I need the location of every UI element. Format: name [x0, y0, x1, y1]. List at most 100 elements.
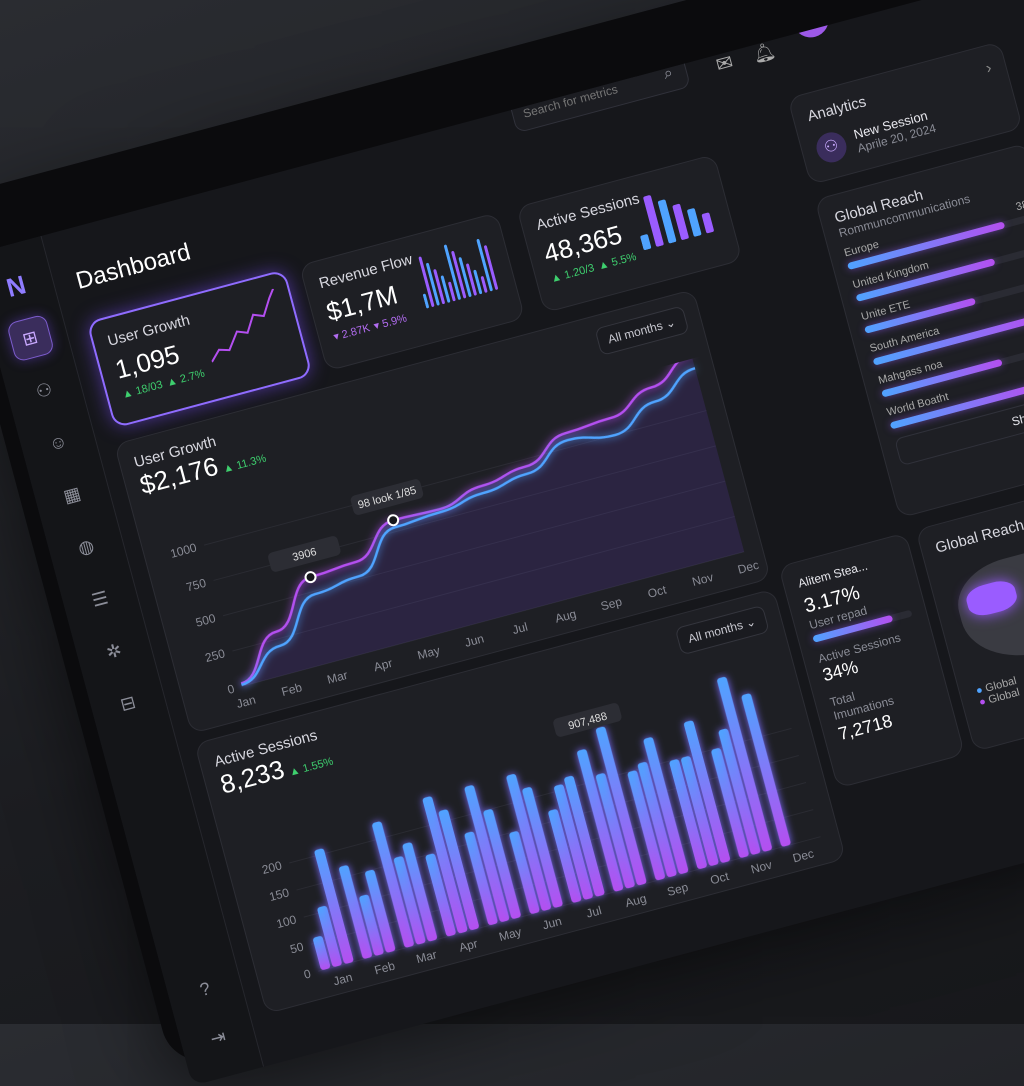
page-title: Dashboard [73, 238, 194, 295]
x-tick-label: Aug [624, 891, 648, 910]
gridline [296, 754, 799, 891]
x-tick-label: Dec [791, 846, 815, 865]
bar [506, 774, 552, 911]
x-tick-label: Jul [585, 903, 603, 920]
tooltip [350, 479, 424, 515]
x-tick-label: Nov [691, 570, 715, 589]
bar-chart: 0 50 100 150 200 Jan Feb Mar Apr May Jun Jul Aug Sep O… [260, 676, 821, 989]
users-icon[interactable]: ⚇ [33, 378, 55, 402]
calendar-icon[interactable]: ▦ [61, 482, 83, 507]
x-tick-label: Oct [646, 582, 668, 601]
x-tick-label: Sep [666, 880, 691, 899]
panel-delta: ▲ 11.3% [221, 452, 268, 476]
kpi-delta: ▾ 2.87K [332, 322, 372, 344]
x-tick-label: Apr [372, 656, 394, 674]
gridline [289, 727, 792, 864]
bar [509, 831, 540, 914]
user-icon[interactable]: ☺ [46, 430, 70, 455]
sliders-icon[interactable]: ⊟ [117, 691, 138, 715]
y-tick-label: 200 [260, 858, 283, 877]
x-tick-label: Jan [332, 970, 354, 989]
logout-icon[interactable]: ⇥ [207, 1025, 228, 1049]
gridline [303, 782, 807, 918]
bar [425, 853, 456, 937]
gridline [222, 480, 726, 617]
bar [438, 809, 479, 930]
x-tick-label: Aug [554, 607, 578, 626]
x-tick-label: Jun [463, 631, 485, 650]
bar [483, 809, 521, 919]
y-tick-label: 50 [289, 939, 306, 956]
bar [577, 749, 624, 892]
bar [711, 748, 749, 858]
bar [464, 831, 498, 925]
active-sessions-panel: Active Sessions 8,233 ▲ 1.55% All months… [194, 588, 847, 1015]
y-tick-label: 500 [194, 611, 217, 630]
series-line [241, 367, 696, 687]
gridline [232, 515, 735, 652]
bar [365, 869, 396, 953]
card-title: Global Reach [933, 516, 1024, 557]
bar [643, 737, 689, 874]
kpi-card[interactable]: Revenue Flow $1,7M ▾ 2.87K ▾ 5.9% [298, 212, 526, 372]
bar [317, 905, 342, 967]
user-growth-panel: User Growth $2,176 ▲ 11.3% All months ⌄ … [113, 288, 772, 734]
tooltip [268, 536, 341, 572]
bar [554, 784, 593, 900]
line-chart: 0 250 500 750 1000 Jan Feb Mar Apr May Jun Jul Aug Se… [169, 355, 760, 712]
bar [548, 809, 582, 903]
area-fill [241, 355, 745, 687]
bar [314, 848, 354, 964]
list-icon[interactable]: ☰ [89, 586, 111, 611]
grid-icon[interactable]: ⊞ [5, 313, 55, 363]
bar [717, 676, 772, 852]
x-tick-label: Apr [458, 936, 480, 954]
x-tick-label: Dec [736, 558, 760, 577]
bar [339, 865, 372, 959]
sparkline [640, 195, 714, 251]
bar [669, 759, 707, 869]
x-tick-label: May [416, 643, 442, 662]
bell-icon[interactable]: 🔔︎ [750, 39, 778, 66]
data-point [304, 571, 317, 584]
x-tick-label: Oct [709, 869, 731, 888]
mail-icon[interactable]: ✉ [713, 51, 736, 77]
session-icon: ⚇ [813, 128, 850, 166]
x-tick-label: Feb [373, 958, 397, 977]
data-point [387, 514, 400, 527]
bar [402, 842, 438, 942]
x-tick-label: Sep [599, 594, 624, 613]
world-map[interactable] [948, 537, 1024, 671]
bar [741, 693, 791, 847]
bar [359, 894, 384, 956]
y-tick-label: 0 [226, 682, 236, 697]
kpi-delta: ▾ 5.9% [372, 312, 409, 333]
y-tick-label: 1000 [169, 540, 199, 561]
bar [564, 775, 605, 897]
x-tick-label: Jul [511, 620, 529, 637]
logo: N [3, 268, 29, 303]
bar [718, 728, 761, 855]
x-tick-label: May [497, 925, 523, 944]
y-tick-label: 100 [275, 912, 298, 931]
bar [464, 785, 510, 922]
bar [683, 720, 731, 863]
sparkline [211, 288, 274, 363]
x-tick-label: Mar [326, 668, 350, 687]
bar [372, 821, 414, 948]
bar [637, 762, 677, 877]
global-reach-card: Global Reach Rommuncommunications Europe… [814, 142, 1024, 519]
kpi-card[interactable]: User Growth 1,095 ▲ 18/03 ▲ 2.7% [86, 269, 313, 429]
y-tick-label: 250 [204, 646, 227, 665]
x-tick-label: Jan [235, 693, 257, 712]
panel-delta: ▲ 1.55% [287, 755, 335, 779]
bar [522, 787, 563, 908]
gridline [310, 809, 814, 945]
help-icon[interactable]: ? [197, 977, 213, 1000]
settings-icon[interactable]: ✲ [103, 639, 124, 663]
y-tick-label: 750 [185, 576, 208, 595]
globe-icon[interactable]: ◍ [75, 534, 97, 559]
kpi-card[interactable]: Active Sessions 48,365 ▲ 1.20/3 ▲ 5.5% [516, 153, 743, 314]
bar [422, 796, 468, 934]
